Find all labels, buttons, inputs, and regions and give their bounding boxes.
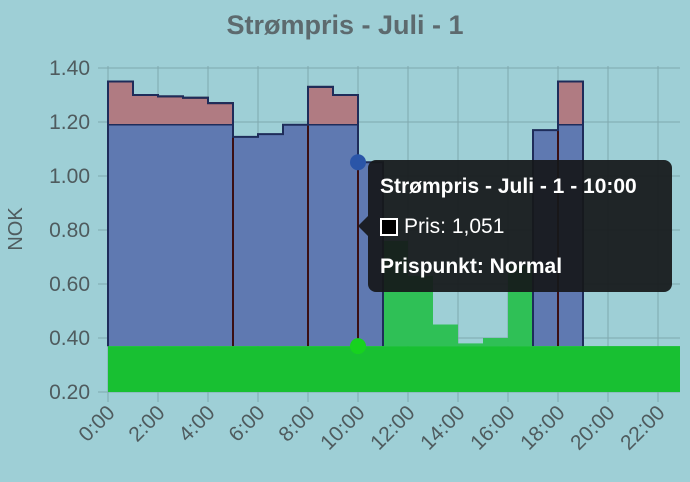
price-bar-expensive xyxy=(308,86,333,125)
price-bar xyxy=(158,124,183,347)
price-bar xyxy=(183,124,208,347)
x-tick-label: 12:00 xyxy=(366,401,419,454)
tooltip-level: Prispunkt: Normal xyxy=(380,255,563,278)
price-bar-expensive xyxy=(333,95,358,125)
tooltip: Strømpris - Juli - 1 - 10:00 Pris: 1,051… xyxy=(358,160,672,292)
x-tick-label: 6:00 xyxy=(224,401,269,446)
x-tick-label: 14:00 xyxy=(416,401,469,454)
low-price-bar xyxy=(458,343,483,347)
price-bar xyxy=(283,124,308,347)
tooltip-swatch xyxy=(380,218,398,236)
tooltip-title: Strømpris - Juli - 1 - 10:00 xyxy=(380,175,637,198)
y-tick-label: 1.40 xyxy=(49,57,90,80)
markers xyxy=(350,154,366,355)
x-tick-label: 10:00 xyxy=(316,401,369,454)
price-bar-expensive xyxy=(108,81,133,125)
x-tick-label: 8:00 xyxy=(274,401,319,446)
hover-point-price xyxy=(350,154,366,171)
price-bar xyxy=(233,136,258,347)
tooltip-price-row: Pris: 1,051 xyxy=(380,214,660,240)
baseline-band xyxy=(108,346,680,392)
y-tick-label: 0.20 xyxy=(49,381,90,404)
price-bar-expensive xyxy=(558,81,583,125)
hover-point-baseline xyxy=(350,338,366,355)
price-bar xyxy=(108,124,133,347)
y-tick-label: 0.60 xyxy=(49,273,90,296)
x-tick-label: 0:00 xyxy=(74,401,119,446)
chart-title: Strømpris - Juli - 1 xyxy=(226,10,464,40)
price-bar-expensive xyxy=(158,96,183,125)
x-tick-label: 18:00 xyxy=(516,401,569,454)
low-price-bar xyxy=(483,338,508,347)
price-bar-expensive xyxy=(208,103,233,125)
x-tick-label: 4:00 xyxy=(174,401,219,446)
tooltip-arrow xyxy=(358,216,368,236)
series xyxy=(107,80,680,392)
price-bar xyxy=(308,124,333,347)
low-price-bar xyxy=(433,324,458,347)
y-axis-label: NOK xyxy=(5,207,27,251)
price-bar xyxy=(258,134,283,347)
y-tick-label: 0.40 xyxy=(49,327,90,350)
x-tick-label: 22:00 xyxy=(616,401,669,454)
x-tick-label: 16:00 xyxy=(466,401,519,454)
price-bar-expensive xyxy=(133,95,158,125)
x-tick-label: 2:00 xyxy=(124,401,169,446)
price-bar xyxy=(208,124,233,347)
y-tick-label: 1.20 xyxy=(49,111,90,134)
price-bar xyxy=(133,124,158,347)
y-tick-label: 0.80 xyxy=(49,219,90,242)
tooltip-price: Pris: 1,051 xyxy=(404,215,505,238)
price-outline xyxy=(107,80,384,347)
x-tick-label: 20:00 xyxy=(566,401,619,454)
y-tick-label: 1.00 xyxy=(49,165,90,188)
price-bar-expensive xyxy=(183,97,208,125)
